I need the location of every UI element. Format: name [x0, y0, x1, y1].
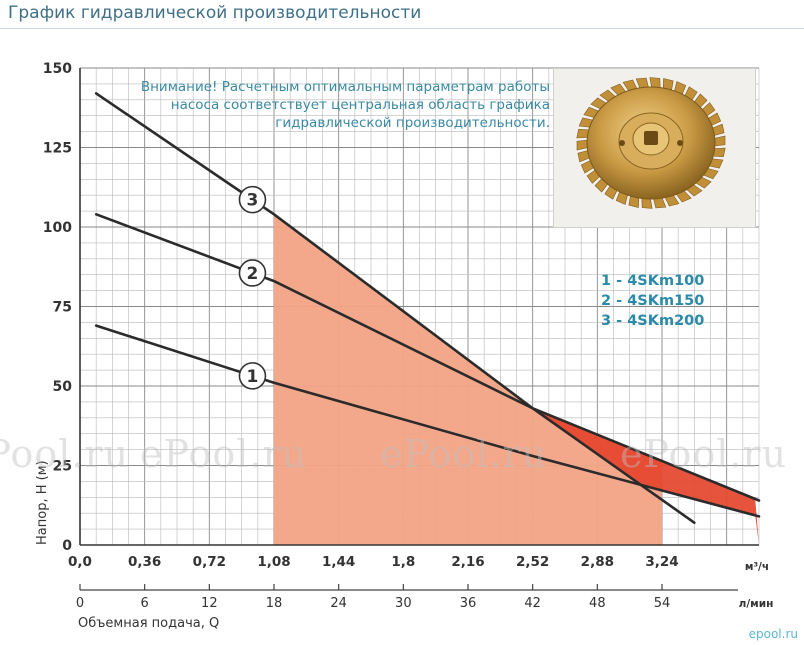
y-tick-label: 150: [43, 61, 72, 77]
y-axis-title: Напор, H (м): [35, 460, 50, 545]
x-tick-label-m3h: 3,24: [645, 554, 678, 570]
x-tick-label-lmin: 36: [460, 596, 477, 611]
series-marker-2: [238, 259, 267, 287]
series-label-2: 2: [247, 264, 259, 284]
note-line-2: насоса соответствует центральная область…: [170, 97, 550, 113]
y-tick-label: 100: [43, 220, 72, 236]
x-tick-label-m3h: 2,16: [451, 554, 484, 570]
series-label-3: 3: [247, 191, 259, 211]
x-tick-label-m3h: 0,72: [193, 554, 226, 570]
y-tick-label: 75: [53, 300, 72, 316]
x-tick-label-lmin: 6: [141, 596, 149, 611]
optimal-region: [274, 214, 662, 546]
x-tick-label-m3h: 0,36: [128, 554, 161, 570]
x-tick-label-lmin: 54: [654, 596, 671, 611]
y-tick-label: 125: [43, 141, 72, 157]
chart-axes: [79, 68, 759, 591]
chart-labels: 0 25 50 75 100 125 150 0,0 0,36 0,72 1,08 1,44 1,8 2,…: [35, 61, 773, 631]
y-tick-label: 50: [53, 379, 73, 395]
series-line-2: [94, 213, 761, 502]
y-tick-label: 25: [53, 459, 72, 475]
x-unit-lmin: л/мин: [739, 598, 774, 610]
x-tick-label-m3h: 2,88: [581, 554, 614, 570]
legend-item-1: 1 - 4SKm100: [601, 273, 705, 289]
y-tick-label: 0: [62, 538, 72, 554]
x-tick-label-m3h: 0,0: [68, 554, 92, 570]
legend-item-3: 3 - 4SKm200: [601, 313, 705, 329]
series-label-1: 1: [247, 367, 259, 387]
x-tick-label-m3h: 1,8: [391, 554, 415, 570]
brand-logo: epool.ru: [748, 627, 798, 641]
high-flow-region: [532, 408, 759, 545]
note-line-1: Внимание! Расчетным оптимальным параметр…: [140, 79, 550, 95]
watermark-4: ePool.ru: [620, 432, 788, 476]
impeller-icon: [576, 77, 726, 209]
impeller-photo: [553, 68, 756, 228]
x-tick-label-lmin: 18: [266, 596, 283, 611]
series-line-1: [94, 324, 761, 518]
x-tick-label-lmin: 30: [395, 596, 412, 611]
series-marker-1: [238, 362, 267, 390]
x-tick-label-lmin: 48: [589, 596, 606, 611]
chart-series: [94, 92, 761, 524]
title-divider: [0, 28, 804, 29]
page-title: График гидравлической производительности: [8, 3, 422, 23]
x-unit-m3h: м³/ч: [745, 561, 769, 573]
legend-item-2: 2 - 4SKm150: [601, 293, 705, 309]
x-tick-label-m3h: 1,44: [322, 554, 355, 570]
x-tick-label-lmin: 0: [76, 596, 84, 611]
x-axis-title: Объемная подача, Q: [78, 616, 219, 631]
x-tick-label-m3h: 1,08: [257, 554, 290, 570]
note-line-3: гидравлической производительности.: [275, 115, 550, 131]
watermark-1: ePool.ru: [0, 432, 130, 476]
chart-regions: [274, 214, 759, 546]
x-tick-label-m3h: 2,52: [516, 554, 549, 570]
x-tick-label-lmin: 42: [524, 596, 541, 611]
x-tick-label-lmin: 24: [330, 596, 347, 611]
watermark-3: ePool.ru: [380, 432, 548, 476]
watermark-2: ePool.ru: [140, 432, 308, 476]
x-tick-label-lmin: 12: [201, 596, 218, 611]
series-marker-3: [238, 185, 267, 214]
series-line-3: [94, 92, 696, 524]
